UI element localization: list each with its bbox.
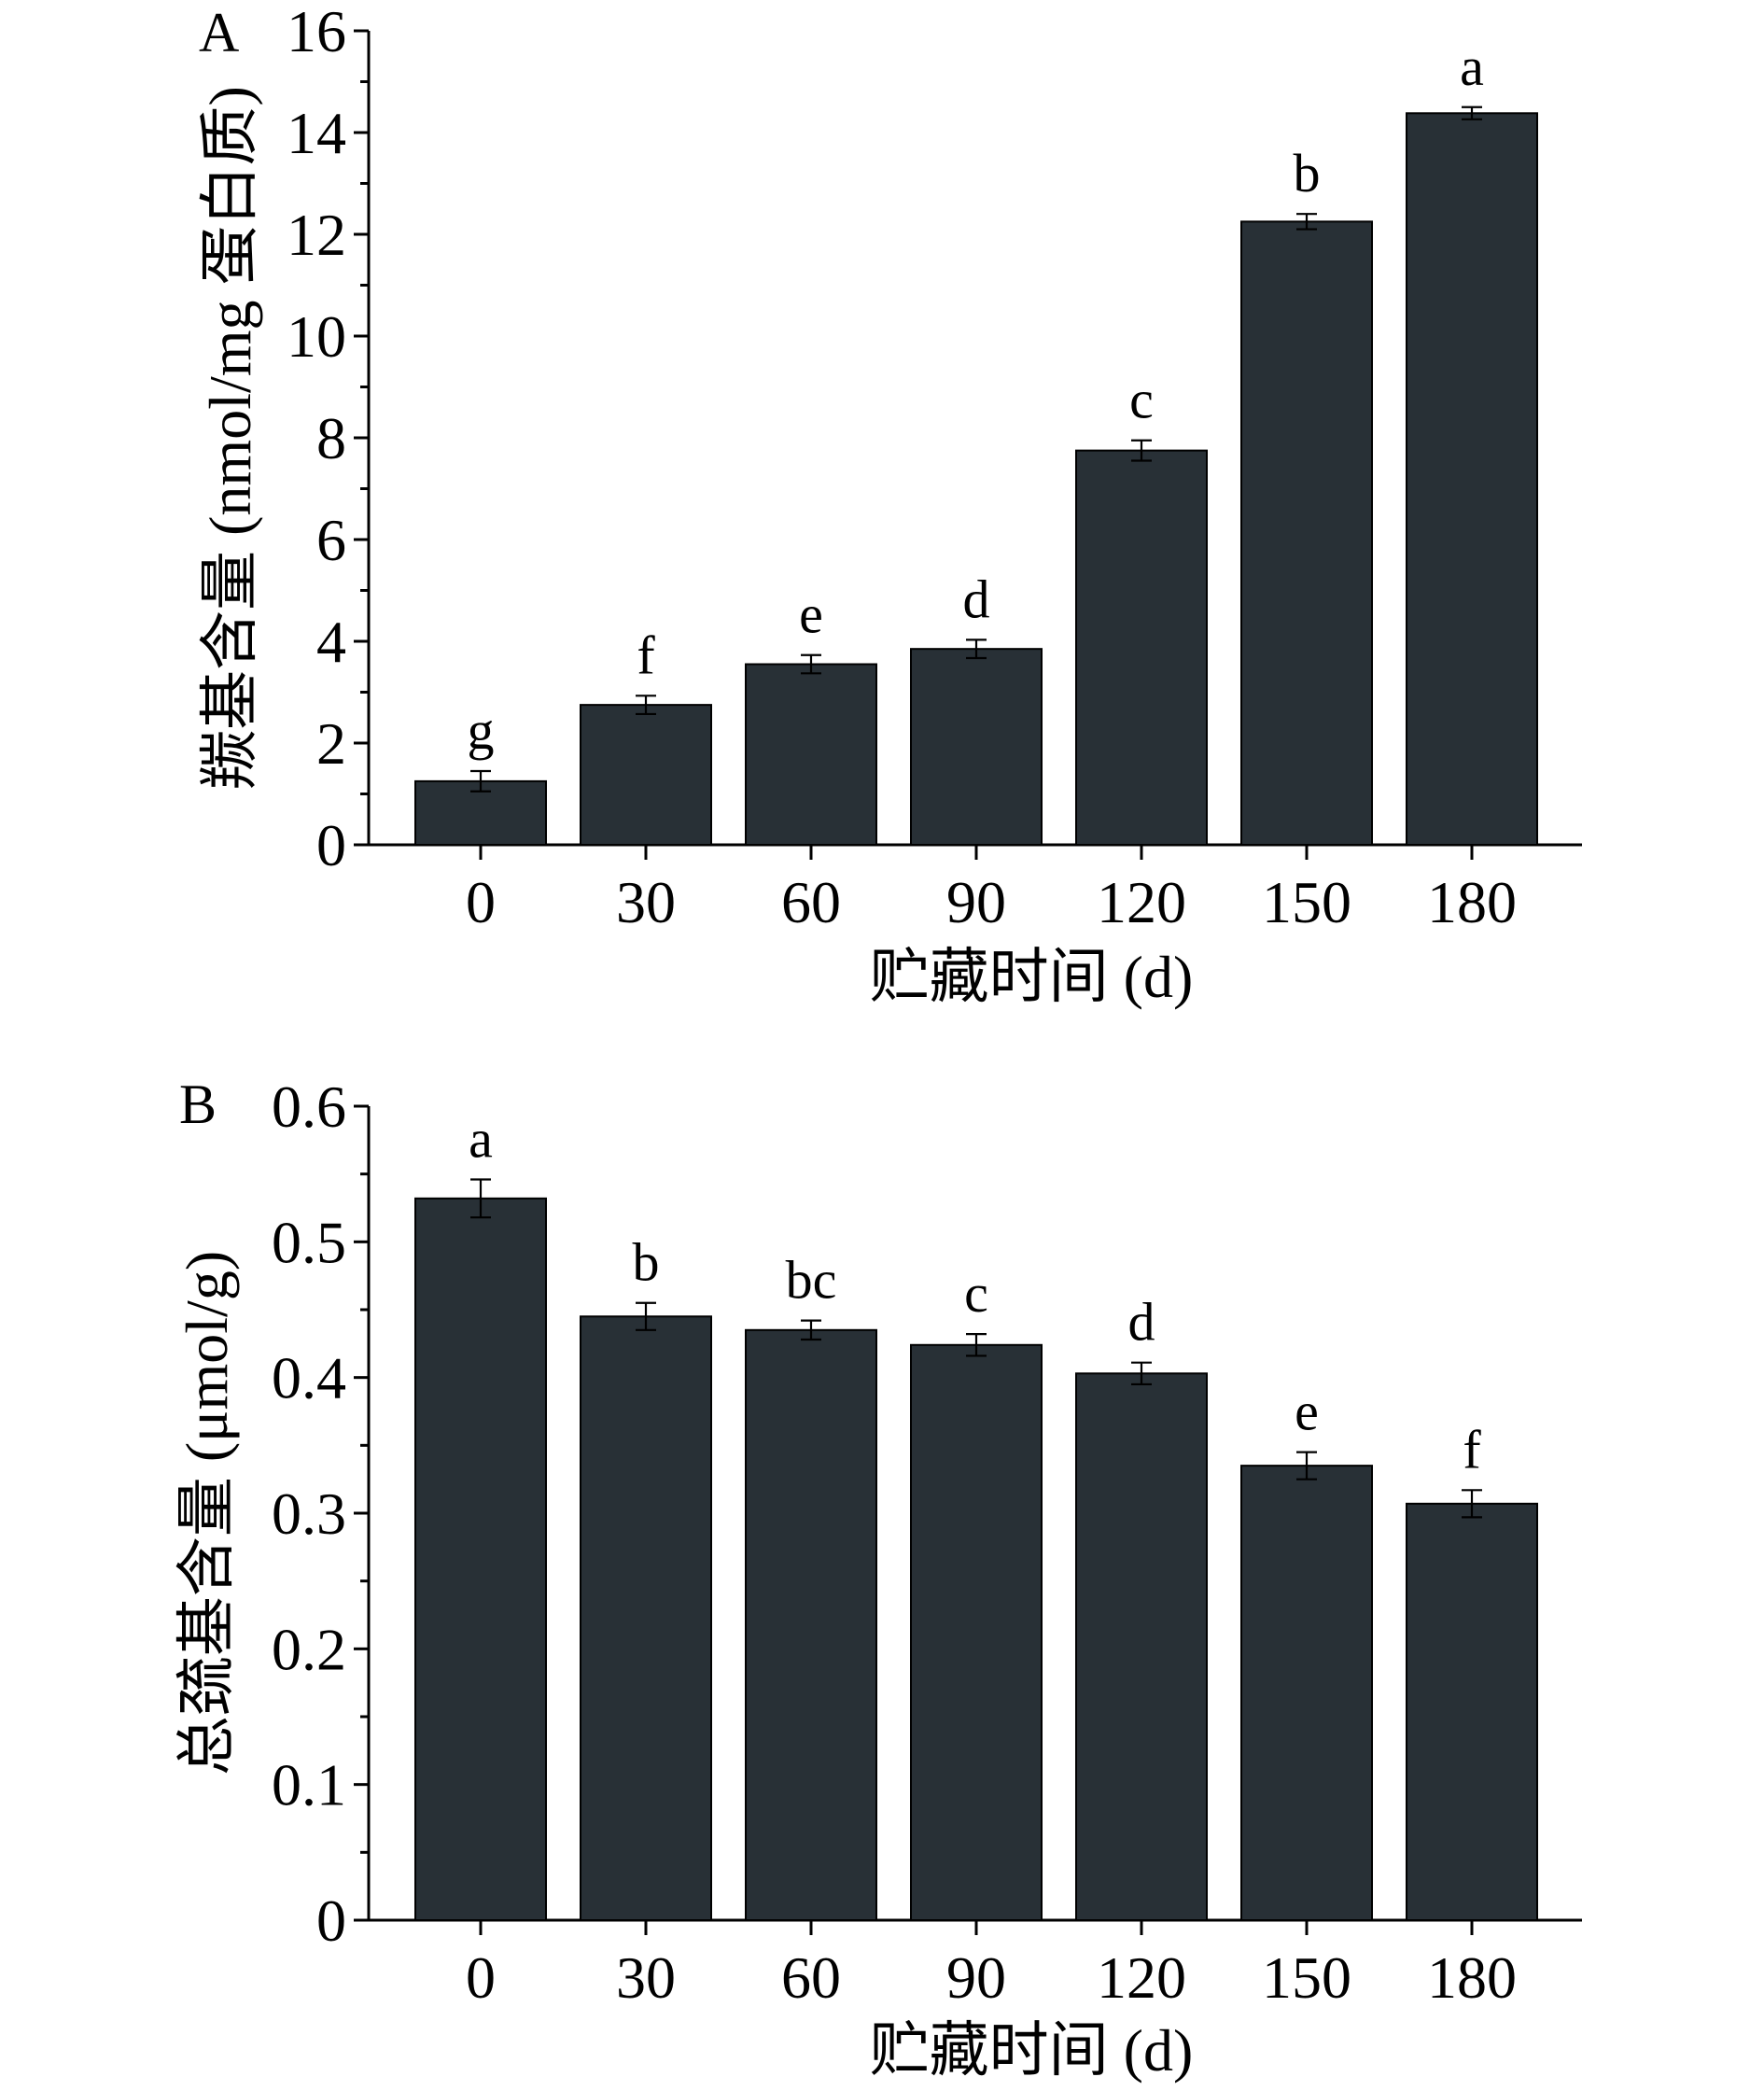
y-tick-label: 0.4 [272, 1345, 346, 1411]
y-tick-label: 0.2 [272, 1616, 346, 1682]
significance-label: b [633, 1232, 660, 1293]
significance-label: e [799, 584, 823, 645]
significance-label: b [1294, 143, 1321, 203]
x-tick-label: 0 [466, 869, 496, 935]
x-tick-label: 0 [466, 1944, 496, 2011]
chart-panel-b: 0 0.1 0.2 0.3 0.4 0.5 0.6 a 0 b 30 bc 60 c 90 d 120 e 150 f… [174, 1074, 1582, 2084]
x-axis-title: 贮藏时间 (d) [870, 944, 1194, 1010]
bar-60 [745, 1328, 877, 1922]
y-tick-label: 0.5 [272, 1209, 346, 1275]
x-tick-label: 180 [1427, 869, 1517, 935]
chart-panel-a: 0 2 4 6 8 10 12 14 16 g 0 f 30 e 60 d 90 c 120 b 150 a 180 贮藏时间… [197, 0, 1582, 1010]
significance-label: d [1128, 1292, 1155, 1353]
x-tick-label: 60 [781, 1944, 841, 2011]
significance-label: a [1460, 36, 1484, 97]
significance-label: c [1129, 370, 1154, 430]
significance-label: d [963, 568, 990, 629]
bar-150 [1240, 1465, 1373, 1921]
x-tick-label: 150 [1262, 869, 1351, 935]
significance-label: c [964, 1263, 988, 1324]
y-tick-label: 12 [287, 202, 346, 268]
significance-label: g [468, 700, 495, 761]
bar-90 [910, 1343, 1043, 1921]
y-tick-label: 8 [316, 405, 346, 471]
bar-30 [580, 1315, 712, 1922]
bar-180 [1406, 112, 1538, 847]
bar-120 [1075, 1372, 1208, 1921]
y-axis-title: 羰基含量 (nmol/mg 蛋白质) [197, 86, 263, 790]
significance-label: a [469, 1108, 493, 1169]
x-tick-label: 30 [616, 869, 676, 935]
x-tick-label: 90 [946, 1944, 1006, 2011]
bar-180 [1406, 1502, 1538, 1921]
x-tick-label: 60 [781, 869, 841, 935]
bar-60 [745, 663, 877, 847]
y-tick-label: 6 [316, 507, 346, 573]
x-tick-label: 180 [1427, 1944, 1517, 2011]
y-tick-label: 2 [316, 710, 346, 777]
x-tick-label: 120 [1097, 1944, 1186, 2011]
y-axis-title: 总巯基含量 (μmol/g) [174, 1251, 240, 1775]
y-tick-label: 16 [287, 0, 346, 64]
panel-letter: A [199, 2, 239, 63]
bar-30 [580, 704, 712, 846]
significance-label: f [637, 624, 655, 685]
panel-letter: B [179, 1074, 217, 1135]
x-tick-label: 90 [946, 869, 1006, 935]
y-tick-label: 4 [316, 609, 346, 675]
bar-150 [1240, 220, 1373, 846]
y-tick-label: 0.6 [272, 1074, 346, 1140]
y-tick-label: 0 [316, 1888, 346, 1954]
bar-90 [910, 648, 1043, 846]
significance-label: e [1295, 1382, 1319, 1442]
significance-label: bc [786, 1250, 837, 1311]
bar-0 [414, 1197, 547, 1921]
bar-120 [1075, 449, 1208, 846]
y-tick-label: 0.3 [272, 1481, 346, 1547]
x-tick-label: 150 [1262, 1944, 1351, 2011]
significance-label: f [1463, 1419, 1481, 1480]
x-tick-label: 30 [616, 1944, 676, 2011]
y-tick-label: 0 [316, 812, 346, 878]
y-tick-label: 10 [287, 303, 346, 370]
x-tick-label: 120 [1097, 869, 1186, 935]
y-tick-label: 14 [287, 100, 346, 166]
y-tick-label: 0.1 [272, 1752, 346, 1818]
x-axis-title: 贮藏时间 (d) [870, 2017, 1194, 2084]
